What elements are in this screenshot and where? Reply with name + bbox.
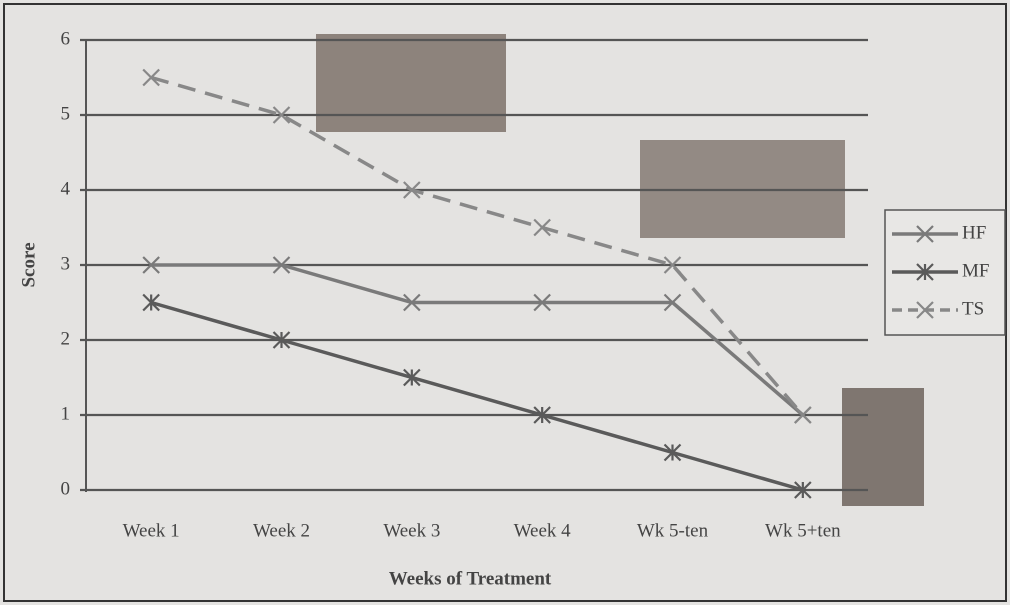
photo — [316, 34, 506, 132]
y-tick-label: 1 — [61, 403, 71, 424]
y-tick-label: 2 — [61, 328, 71, 349]
y-tick-label: 0 — [61, 478, 71, 499]
x-tick-label: Wk 5+ten — [765, 520, 841, 541]
x-tick-label: Week 1 — [123, 520, 180, 541]
x-axis-label: Weeks of Treatment — [389, 568, 552, 589]
y-tick-label: 4 — [61, 178, 71, 199]
x-tick-label: Week 3 — [383, 520, 440, 541]
y-axis-label: Score — [18, 242, 39, 287]
x-tick-label: Week 2 — [253, 520, 310, 541]
legend-label: MF — [962, 260, 989, 281]
y-tick-label: 6 — [61, 28, 71, 49]
chart: Score Weeks of Treatment 0 1 2 3 4 5 6 Week 1 We… — [0, 0, 1010, 605]
photo — [842, 388, 924, 506]
legend-label: TS — [962, 298, 984, 319]
x-tick-label: Wk 5-ten — [637, 520, 709, 541]
y-tick-label: 3 — [61, 253, 71, 274]
x-tick-label: Week 4 — [514, 520, 572, 541]
legend-label: HF — [962, 222, 986, 243]
y-tick-label: 5 — [61, 103, 71, 124]
